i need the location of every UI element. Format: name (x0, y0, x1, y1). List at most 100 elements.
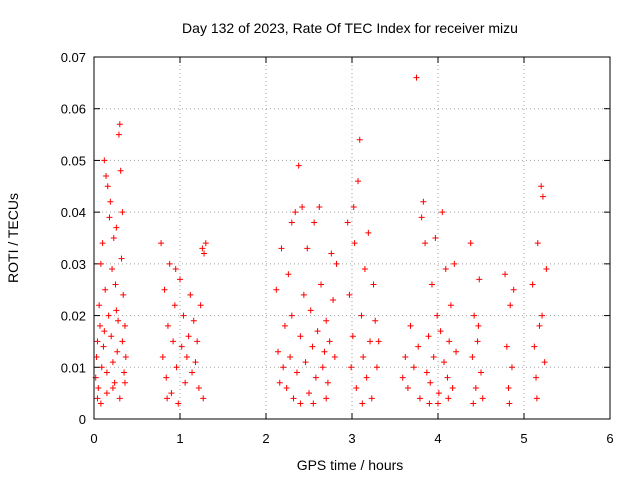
y-tick-label: 0.02 (61, 309, 86, 324)
data-point (175, 400, 182, 407)
x-axis-label: GPS time / hours (297, 457, 404, 473)
data-point (170, 338, 177, 345)
data-point (311, 219, 318, 226)
data-point (111, 379, 118, 386)
data-point (95, 384, 102, 391)
axis-ticks: 0 1 2 3 4 5 6 0 0.01 0.02 0.03 0.04 0.05 0.06 0.07 (61, 50, 614, 446)
data-point (510, 286, 517, 293)
data-point (445, 395, 452, 402)
data-point (349, 333, 356, 340)
data-point (413, 74, 420, 81)
data-point (529, 281, 536, 288)
data-point (402, 353, 409, 360)
data-point (367, 338, 374, 345)
data-point (361, 266, 368, 273)
data-point (375, 338, 382, 345)
data-point (164, 395, 171, 402)
y-tick-label: 0.06 (61, 102, 86, 117)
data-point (180, 312, 187, 319)
data-point (427, 379, 434, 386)
data-point (502, 271, 509, 278)
y-tick-label: 0.03 (61, 257, 86, 272)
data-point (507, 302, 514, 309)
data-point (302, 359, 309, 366)
data-point (539, 193, 546, 200)
data-point (99, 240, 106, 247)
data-point (418, 214, 425, 221)
data-point (353, 384, 360, 391)
data-point (107, 198, 114, 205)
data-point (475, 322, 482, 329)
data-point (310, 400, 317, 407)
data-point (295, 162, 302, 169)
data-point (426, 400, 433, 407)
data-point (275, 348, 282, 355)
data-point (114, 348, 121, 355)
data-point (543, 266, 550, 273)
data-point (103, 172, 110, 179)
data-point (435, 390, 442, 397)
data-point (98, 364, 105, 371)
data-point (346, 291, 353, 298)
data-point (323, 317, 330, 324)
data-point (323, 395, 330, 402)
data-point (121, 322, 128, 329)
data-point (333, 260, 340, 267)
data-point (287, 353, 294, 360)
data-point (314, 328, 321, 335)
data-point (503, 343, 510, 350)
data-point (94, 395, 101, 402)
data-point (183, 353, 190, 360)
data-point (441, 359, 448, 366)
y-tick-label: 0 (79, 412, 86, 427)
data-point (410, 364, 417, 371)
data-point (102, 286, 109, 293)
data-point (116, 121, 123, 128)
y-axis-label: ROTI / TECUs (5, 193, 21, 283)
data-point (531, 343, 538, 350)
data-point (292, 209, 299, 216)
data-point (423, 369, 430, 376)
data-point (172, 266, 179, 273)
y-tick-label: 0.01 (61, 360, 86, 375)
data-point (103, 369, 110, 376)
data-point (432, 235, 439, 241)
data-point (103, 390, 110, 397)
data-point (288, 219, 295, 226)
data-point (201, 250, 208, 257)
data-point (444, 374, 451, 381)
data-point (372, 317, 379, 324)
data-point (330, 297, 337, 304)
data-point (430, 353, 437, 360)
data-point (318, 281, 325, 288)
data-point (472, 384, 479, 391)
data-point (331, 353, 338, 360)
data-point (506, 400, 513, 407)
data-point (293, 369, 300, 376)
data-point (479, 395, 486, 402)
data-point (177, 276, 183, 283)
x-tick-label: 3 (348, 431, 355, 446)
data-point (118, 255, 125, 262)
data-point (425, 333, 432, 340)
data-point (116, 395, 123, 402)
data-point (368, 395, 375, 402)
data-point (447, 302, 454, 309)
data-point (437, 328, 444, 335)
data-point (297, 400, 304, 407)
plot-frame (93, 56, 611, 420)
data-point (351, 240, 358, 247)
data-point (164, 322, 171, 329)
data-point (469, 353, 476, 360)
data-point (197, 302, 204, 309)
data-point (285, 271, 292, 278)
data-point (185, 333, 192, 340)
data-point (350, 203, 357, 210)
data-point (428, 281, 435, 288)
x-tick-label: 4 (434, 431, 441, 446)
data-point (119, 338, 126, 345)
data-point (171, 302, 178, 309)
data-point (120, 291, 127, 298)
data-point (539, 312, 546, 319)
data-point (109, 384, 116, 391)
